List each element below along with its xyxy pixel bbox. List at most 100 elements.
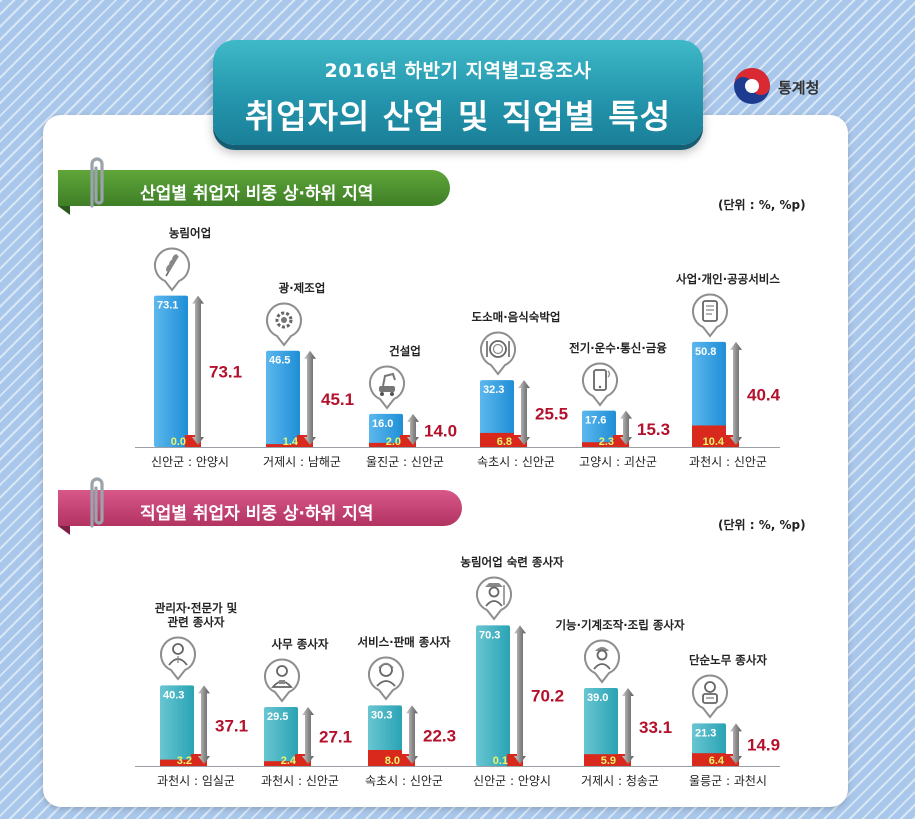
occupation-difference-arrow: [406, 705, 418, 764]
paperclip-icon: [84, 152, 110, 218]
occupation-category-label: 단순노무 종사자: [688, 653, 768, 668]
occupation-category-label: 서비스·판매 종사자: [357, 635, 451, 650]
industry-low-bar: [582, 442, 616, 447]
industry-difference-arrow: [407, 413, 419, 445]
industry-category-label: 농림어업: [168, 225, 212, 240]
occupation-section-title: 직업별 취업자 비중 상·하위 지역: [140, 504, 374, 524]
industry-difference-value: 40.4: [747, 385, 781, 404]
occupation-difference-value: 37.1: [215, 717, 248, 736]
industry-top-value: 46.5: [269, 355, 290, 367]
occupation-top-value: 21.3: [695, 727, 716, 739]
industry-category-label: 전기·운수·통신·금융: [569, 340, 667, 355]
occupation-top-value: 39.0: [587, 692, 608, 704]
industry-low-bar: [266, 444, 300, 447]
occupation-low-value: 5.9: [601, 755, 616, 767]
occupation-difference-value: 33.1: [639, 718, 672, 737]
industry-category-label: 건설업: [389, 343, 421, 358]
occupation-difference-value: 27.1: [319, 728, 352, 747]
occupation-top-value: 40.3: [163, 689, 184, 701]
service-worker-icon: [366, 655, 406, 705]
industry-low-value: 0.0: [171, 436, 186, 448]
industry-unit-label: (단위 : %, %p): [718, 198, 806, 212]
occupation-low-bar: [160, 759, 194, 766]
industry-top-value: 17.6: [585, 415, 606, 427]
industry-top-bar: [369, 413, 403, 447]
occupation-region-label: 신안군 : 안양시: [473, 774, 551, 788]
occupation-top-bar: [160, 685, 194, 766]
industry-header-fold: [58, 206, 70, 215]
laborer-icon: [690, 673, 730, 723]
industry-top-bar: [266, 350, 300, 447]
occupation-region-label: 속초시 : 신안군: [365, 774, 443, 788]
occupation-low-value: 8.0: [385, 755, 400, 767]
occupation-low-bar: [264, 761, 298, 766]
occupation-difference-value: 14.9: [747, 736, 780, 755]
industry-low-bar: [369, 442, 403, 447]
occupation-difference-arrow: [198, 685, 210, 764]
occupation-top-bar: [264, 707, 298, 766]
page-title: 취업자의 산업 및 직업별 특성: [244, 97, 672, 136]
industry-top-bar: [582, 410, 616, 447]
farmer-icon: [474, 575, 514, 625]
office-worker-icon: [262, 657, 302, 707]
occupation-category-label: 사무 종사자: [271, 637, 329, 651]
occupation-difference-arrow: [622, 688, 634, 764]
industry-low-value: 6.8: [497, 436, 512, 448]
industry-difference-value: 73.1: [209, 362, 242, 381]
industry-section-header: 산업별 취업자 비중 상·하위 지역: [58, 170, 450, 215]
industry-low-bar: [480, 432, 514, 447]
industry-region-label: 과천시 : 신안군: [689, 455, 767, 469]
industry-difference-arrow: [304, 350, 316, 445]
logo: 통계청: [732, 66, 819, 106]
industry-difference-value: 25.5: [535, 405, 568, 424]
occupation-top-value: 29.5: [267, 711, 288, 723]
plate-icon: [478, 330, 518, 380]
excavator-icon: [367, 364, 407, 414]
industry-top-bar: [154, 295, 188, 447]
occupation-top-value: 30.3: [371, 709, 392, 721]
occupation-difference-arrow: [514, 625, 526, 764]
technician-icon: [582, 638, 622, 688]
gear-icon: [264, 301, 304, 351]
occupation-low-value: 3.2: [177, 755, 192, 767]
industry-region-label: 신안군 : 안양시: [151, 455, 229, 469]
industry-region-label: 울진군 : 신안군: [366, 455, 444, 469]
industry-difference-value: 15.3: [637, 420, 670, 439]
phone-icon: [580, 361, 620, 411]
industry-category-label: 사업·개인·공공서비스: [676, 271, 780, 286]
logo-text: 통계청: [778, 79, 820, 97]
industry-low-value: 2.3: [599, 436, 614, 448]
industry-top-value: 16.0: [372, 418, 393, 430]
occupation-low-bar: [692, 753, 726, 766]
occupation-category-label: 농림어업 숙련 종사자: [460, 555, 564, 570]
wheat-icon: [152, 246, 192, 296]
manager-icon: [158, 635, 198, 685]
occupation-region-label: 울릉군 : 과천시: [689, 774, 767, 788]
industry-section-title: 산업별 취업자 비중 상·하위 지역: [140, 184, 374, 204]
industry-difference-arrow: [192, 295, 204, 445]
industry-top-value: 73.1: [157, 300, 178, 312]
industry-region-label: 고양시 : 괴산군: [579, 455, 657, 469]
occupation-top-value: 70.3: [479, 629, 500, 641]
industry-category-label: 도소매·음식숙박업: [471, 310, 561, 325]
occupation-region-label: 거제시 : 청송군: [581, 774, 659, 788]
industry-top-value: 50.8: [695, 346, 716, 358]
document-icon: [690, 292, 730, 342]
industry-top-value: 32.3: [483, 384, 504, 396]
industry-difference-arrow: [620, 410, 632, 445]
industry-baseline: [135, 447, 780, 448]
industry-region-label: 거제시 : 남해군: [263, 455, 341, 469]
industry-top-bar: [480, 380, 514, 447]
occupation-top-bar: [476, 625, 510, 766]
industry-difference-arrow: [730, 341, 742, 445]
occupation-region-label: 과천시 : 신안군: [261, 774, 339, 788]
occupation-category-label: 관리자·전문가 및 관련 종사자: [154, 601, 238, 630]
title-banner: 2016년 하반기 지역별고용조사 취업자의 산업 및 직업별 특성: [213, 40, 703, 145]
occupation-difference-arrow: [302, 707, 314, 764]
industry-header-band: [58, 170, 450, 206]
occupation-region-label: 과천시 : 임실군: [157, 774, 235, 788]
occupation-unit-label: (단위 : %, %p): [718, 518, 806, 532]
